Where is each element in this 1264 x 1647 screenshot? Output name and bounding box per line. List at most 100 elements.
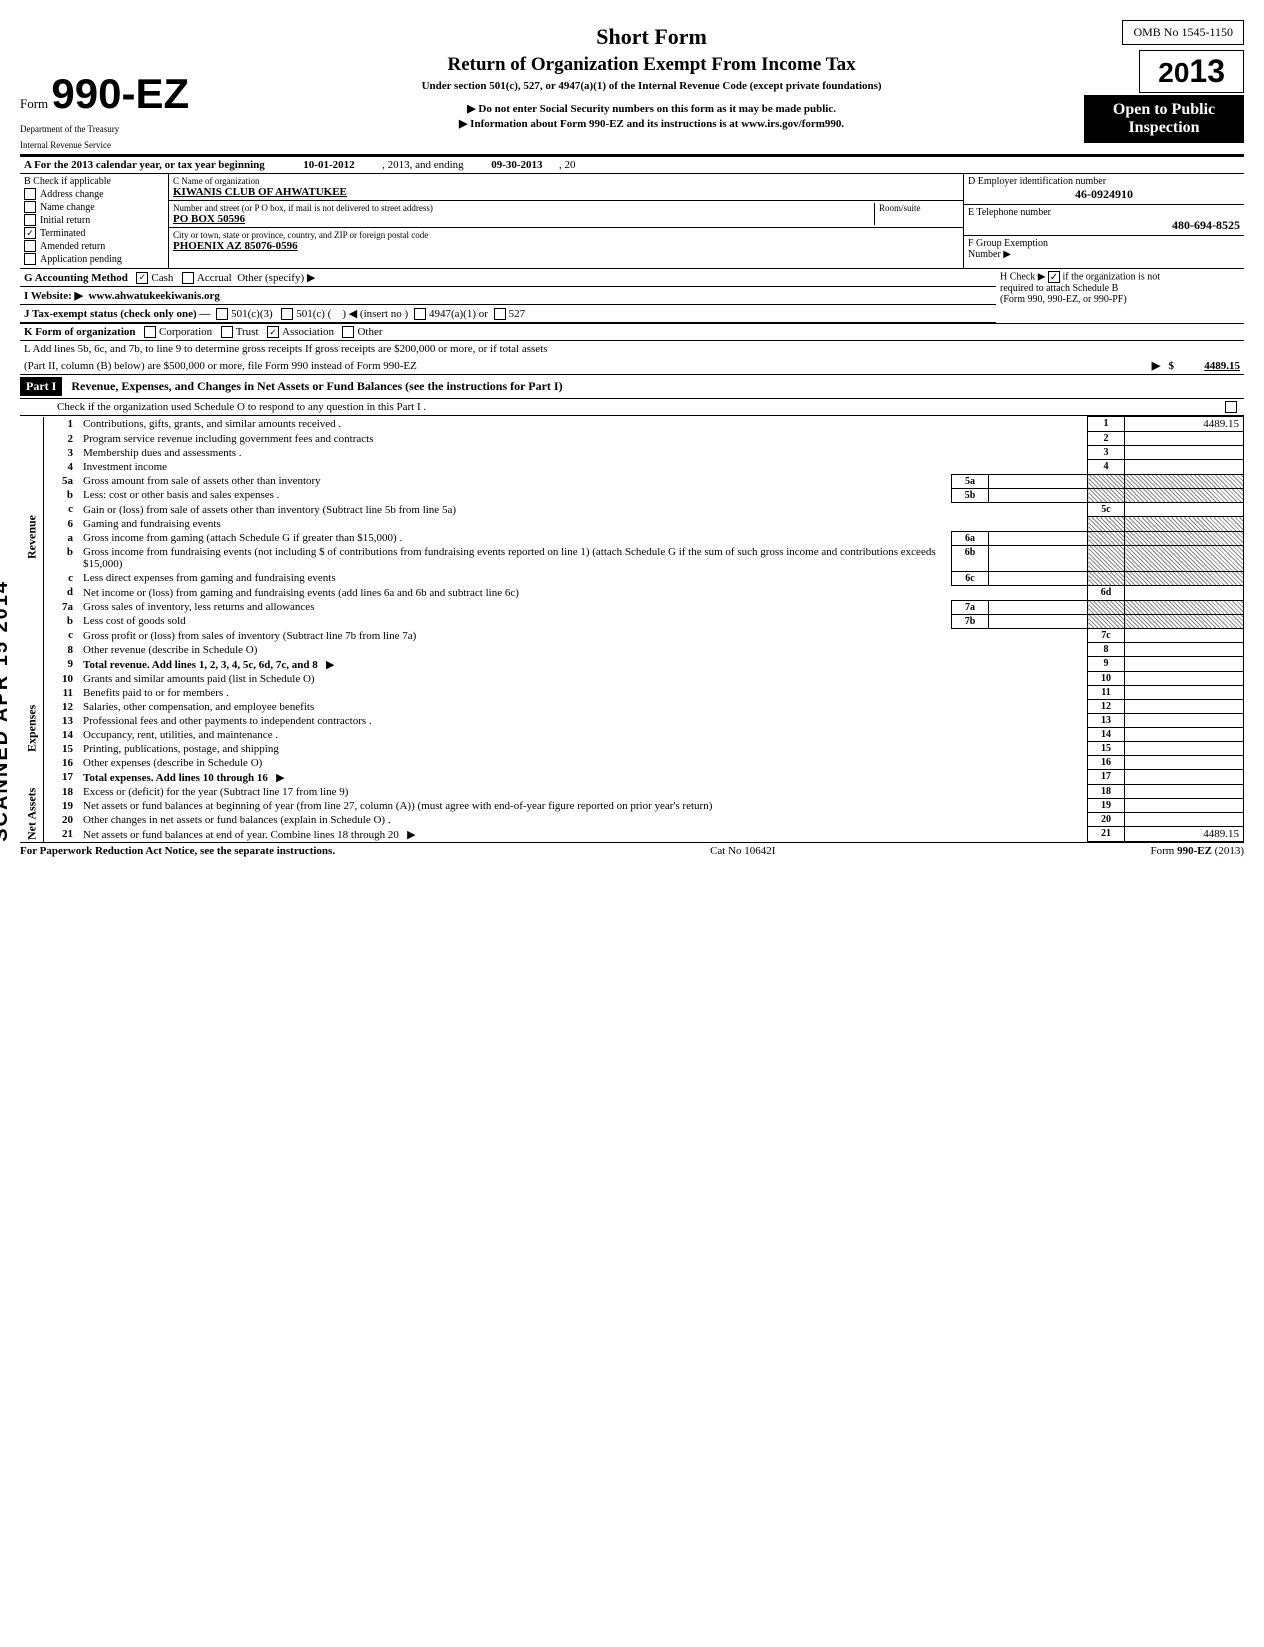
table-row: 13Professional fees and other payments t… [20,714,1244,728]
h-label: H Check ▶ [1000,272,1045,283]
part-1-label: Part I [20,377,62,396]
checkbox-icon[interactable]: ✓ [267,326,279,338]
row-h: H Check ▶ ✓ if the organization is not r… [996,269,1244,323]
checkbox-icon[interactable]: ✓ [1048,271,1060,283]
dept-irs: Internal Revenue Service [20,140,189,150]
scanned-stamp: SCANNED APR 15 2014 [0,580,13,842]
g-cash: Cash [151,272,173,284]
line-6-text: Gaming and fundraising events [79,517,1088,532]
row-i-label: I Website: ▶ [24,289,83,302]
table-row: bGross income from fundraising events (n… [20,545,1244,571]
city-value: PHOENIX AZ 85076-0596 [173,240,959,252]
expenses-side-label: Expenses [20,672,44,785]
row-g-label: G Accounting Method [24,272,128,284]
room-label: Room/suite [879,203,959,213]
footer-left: For Paperwork Reduction Act Notice, see … [20,845,335,857]
cb-label: Amended return [40,241,105,252]
line-6b-text: Gross income from fundraising events (no… [79,545,952,571]
checkbox-icon[interactable] [144,326,156,338]
row-a-tax-year: A For the 2013 calendar year, or tax yea… [20,156,1244,174]
table-row: 6Gaming and fundraising events [20,517,1244,532]
net-assets-side-label: Net Assets [20,785,44,842]
table-row: 15Printing, publications, postage, and s… [20,742,1244,756]
line-11-text: Benefits paid to or for members . [79,686,1088,700]
h-tail1: if the organization is not [1062,272,1160,283]
city-label: City or town, state or province, country… [173,230,959,240]
table-row: 5aGross amount from sale of assets other… [20,474,1244,488]
checkbox-icon [24,240,36,252]
checkbox-icon [24,253,36,265]
j-4947: 4947(a)(1) or [429,308,488,320]
row-k: K Form of organization Corporation Trust… [20,324,1244,341]
open-public-line2: Inspection [1094,119,1234,137]
line-7c-text: Gross profit or (loss) from sales of inv… [79,628,1088,643]
h-tail3: (Form 990, 990-EZ, or 990-PF) [1000,294,1127,305]
checkbox-icon[interactable]: ✓ [136,272,148,284]
table-row: bLess cost of goods sold7b [20,614,1244,628]
org-name-value: KIWANIS CLUB OF AHWATUKEE [173,186,959,198]
title-return: Return of Organization Exempt From Incom… [199,54,1104,76]
table-row: dNet income or (loss) from gaming and fu… [20,585,1244,600]
checkbox-icon[interactable] [494,308,506,320]
row-a-end: 09-30-2013 [491,159,542,171]
row-l-arrow: ▶ $ [1152,359,1204,372]
footer-form-prefix: Form [1150,845,1177,857]
k-assoc: Association [282,326,334,338]
org-column: C Name of organization KIWANIS CLUB OF A… [169,174,963,268]
cb-amended-return[interactable]: Amended return [24,240,164,252]
line-21-amount: 4489.15 [1125,827,1244,842]
table-row: 20Other changes in net assets or fund ba… [20,813,1244,827]
line-1-amount: 4489.15 [1125,417,1244,432]
cb-label: Initial return [40,215,90,226]
part-1-header: Part I Revenue, Expenses, and Changes in… [20,375,1244,399]
checkbox-icon[interactable] [1225,401,1237,413]
checkbox-icon[interactable] [182,272,194,284]
line-5c-text: Gain or (loss) from sale of assets other… [79,502,1088,517]
table-row: cGross profit or (loss) from sales of in… [20,628,1244,643]
page-footer: For Paperwork Reduction Act Notice, see … [20,842,1244,857]
street-label: Number and street (or P O box, if mail i… [173,203,874,213]
cb-terminated[interactable]: ✓Terminated [24,227,164,239]
website-value: www.ahwatukeekiwanis.org [88,290,219,302]
checkbox-icon[interactable] [221,326,233,338]
table-row: cLess direct expenses from gaming and fu… [20,571,1244,585]
ein-label: D Employer identification number [968,176,1240,187]
check-b-column: B Check if applicable Address change Nam… [20,174,169,268]
cb-application-pending[interactable]: Application pending [24,253,164,265]
rows-g-to-l: G Accounting Method ✓Cash Accrual Other … [20,269,1244,324]
table-row: 11Benefits paid to or for members .11 [20,686,1244,700]
checkbox-icon[interactable] [216,308,228,320]
line-3-text: Membership dues and assessments . [79,446,1088,460]
address-block: B Check if applicable Address change Nam… [20,174,1244,269]
line-7a-text: Gross sales of inventory, less returns a… [79,600,952,614]
revenue-side-label: Revenue [20,417,44,657]
subtitle-info: ▶ Information about Form 990-EZ and its … [199,117,1104,130]
line-16-text: Other expenses (describe in Schedule O) [79,756,1088,770]
footer-right: Form 990-EZ (2013) [1150,845,1244,857]
line-8-text: Other revenue (describe in Schedule O) [79,643,1088,657]
form-number: 990-EZ [51,70,189,117]
subtitle-ssn: ▶ Do not enter Social Security numbers o… [199,102,1104,115]
table-row: Net Assets 18Excess or (deficit) for the… [20,785,1244,799]
j-501c3: 501(c)(3) [231,308,273,320]
cb-name-change[interactable]: Name change [24,201,164,213]
line-10-text: Grants and similar amounts paid (list in… [79,672,1088,686]
checkbox-icon[interactable] [414,308,426,320]
cb-initial-return[interactable]: Initial return [24,214,164,226]
row-j-label: J Tax-exempt status (check only one) — [24,308,210,320]
checkbox-icon[interactable] [342,326,354,338]
g-other: Other (specify) ▶ [237,271,315,284]
title-short-form: Short Form [199,24,1104,50]
checkbox-icon [24,188,36,200]
table-row: Revenue 1Contributions, gifts, grants, a… [20,417,1244,432]
line-20-text: Other changes in net assets or fund bala… [79,813,1088,827]
cb-label: Name change [40,202,95,213]
cb-address-change[interactable]: Address change [24,188,164,200]
form-prefix: Form [20,96,48,111]
footer-form-number: 990-EZ [1177,845,1212,857]
checkbox-icon[interactable] [281,308,293,320]
cb-label: Terminated [40,228,85,239]
table-row: 2Program service revenue including gover… [20,432,1244,446]
row-l-text2: (Part II, column (B) below) are $500,000… [24,360,417,372]
year-digits: 13 [1189,53,1225,89]
